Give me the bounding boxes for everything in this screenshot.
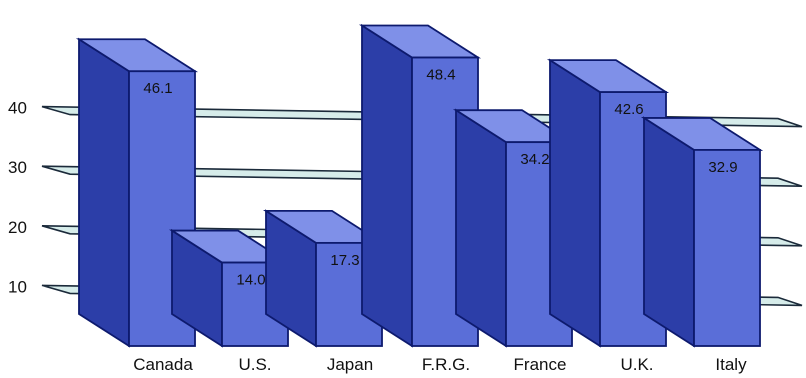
bar-canada: 46.1	[75, 37, 199, 348]
data-label: 34.2	[520, 151, 549, 168]
y-tick-label: 40	[8, 99, 27, 118]
y-axis-ticks: 10 20 30 40	[8, 99, 27, 297]
bar-italy: 32.9	[640, 116, 764, 348]
data-label: 32.9	[708, 159, 737, 176]
data-label: 46.1	[143, 80, 172, 97]
data-label: 17.3	[330, 252, 359, 269]
bar-side	[361, 23, 413, 348]
data-label: 42.6	[614, 101, 643, 118]
x-axis-categories: Canada U.S. Japan F.R.G. France U.K. Italy	[133, 355, 747, 374]
x-category-label: U.S.	[238, 355, 271, 374]
y-tick-label: 10	[8, 277, 27, 296]
y-tick-label: 20	[8, 218, 27, 237]
x-category-label: Japan	[327, 355, 373, 374]
bars: 46.1 14.0 17.3 48.4 34.2 42.6 32.9	[75, 23, 764, 348]
bar-front	[693, 149, 761, 347]
bar-side	[549, 58, 601, 348]
x-category-label: Italy	[715, 355, 747, 374]
y-tick-label: 30	[8, 158, 27, 177]
data-label: 14.0	[236, 272, 265, 289]
bar-us: 14.0	[168, 228, 292, 348]
x-category-label: Canada	[133, 355, 193, 374]
x-category-label: F.R.G.	[422, 355, 470, 374]
x-category-label: France	[514, 355, 567, 374]
bar-side	[78, 37, 130, 348]
data-label: 48.4	[426, 67, 455, 84]
bar-side	[643, 116, 695, 348]
bar-side	[455, 108, 507, 348]
x-category-label: U.K.	[620, 355, 653, 374]
